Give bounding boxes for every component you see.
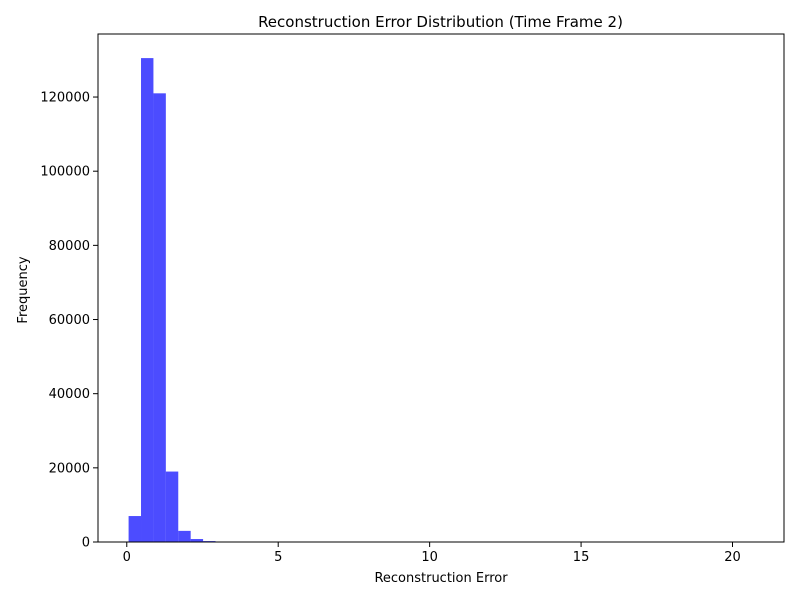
y-tick-label: 60000 bbox=[49, 313, 90, 328]
histogram-bar-2 bbox=[153, 93, 166, 543]
y-tick-label: 80000 bbox=[49, 239, 90, 254]
y-tick-label: 40000 bbox=[49, 387, 90, 402]
histogram-bar-5 bbox=[190, 539, 204, 542]
x-tick-label: 0 bbox=[123, 550, 131, 565]
histogram-bar-3 bbox=[165, 471, 179, 542]
y-axis-ticks: 0 20000 40000 60000 80000 100000 120000 bbox=[40, 91, 98, 551]
x-tick-label: 10 bbox=[421, 550, 438, 565]
histogram-bar-4 bbox=[178, 530, 191, 542]
histogram-bar-1 bbox=[141, 58, 154, 543]
plot-area-frame bbox=[97, 33, 785, 543]
x-tick-label: 15 bbox=[573, 550, 590, 565]
histogram-bar-0 bbox=[128, 516, 142, 542]
y-tick-label: 100000 bbox=[40, 165, 90, 180]
x-tick-label: 5 bbox=[274, 550, 282, 565]
x-axis-ticks: 0 5 10 15 20 bbox=[123, 542, 741, 565]
y-tick-label: 20000 bbox=[49, 461, 90, 476]
chart-title: Reconstruction Error Distribution (Time … bbox=[258, 13, 623, 31]
bars-group bbox=[128, 58, 253, 543]
x-tick-label: 20 bbox=[724, 550, 741, 565]
y-tick-label: 120000 bbox=[40, 91, 90, 106]
x-axis-label: Reconstruction Error bbox=[374, 571, 508, 586]
y-axis-label: Frequency bbox=[16, 256, 31, 323]
y-tick-label: 0 bbox=[82, 536, 90, 551]
